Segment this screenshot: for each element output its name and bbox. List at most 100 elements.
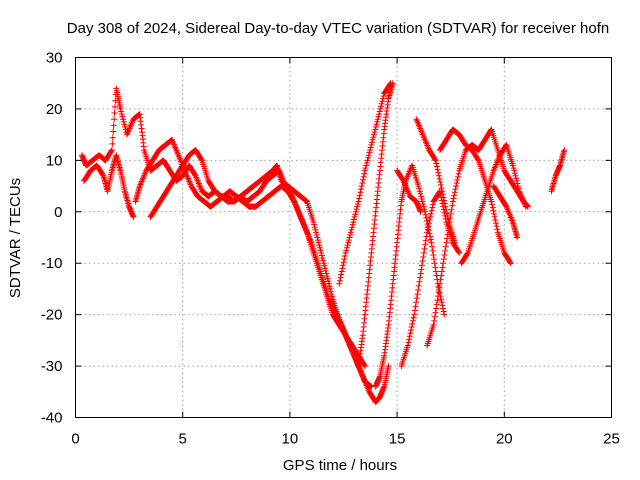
data-point: [439, 264, 446, 271]
data-point: [367, 382, 374, 389]
data-point: [522, 203, 529, 210]
data-point: [436, 280, 443, 287]
x-tick-label: 25: [603, 431, 620, 448]
data-point: [414, 291, 421, 298]
data-point: [432, 309, 439, 316]
data-point: [426, 217, 433, 224]
data-point: [438, 185, 445, 192]
data-point: [353, 206, 360, 213]
data-point: [442, 203, 449, 210]
data-marks: [78, 80, 568, 406]
x-tick-label: 5: [179, 431, 187, 448]
data-point: [433, 163, 440, 170]
data-point: [361, 362, 368, 369]
data-point: [118, 111, 125, 118]
data-point: [507, 260, 514, 267]
data-point: [320, 260, 327, 267]
data-point: [314, 237, 321, 244]
data-point: [422, 237, 429, 244]
data-point: [408, 323, 415, 330]
data-point: [412, 303, 419, 310]
series-sat-track-14: [490, 183, 521, 241]
data-point: [491, 210, 498, 217]
data-point: [489, 204, 496, 211]
data-point: [428, 239, 435, 246]
data-point: [347, 229, 354, 236]
data-point: [404, 342, 411, 349]
data-point: [454, 176, 461, 183]
data-point: [325, 280, 332, 287]
data-point: [424, 226, 431, 233]
data-point: [380, 93, 387, 100]
data-point: [428, 207, 435, 214]
data-point: [442, 247, 449, 254]
x-axis-label: GPS time / hours: [283, 457, 397, 474]
data-point: [111, 103, 118, 110]
data-point: [416, 278, 423, 285]
data-point: [346, 234, 353, 241]
data-point: [345, 239, 352, 246]
data-point: [363, 162, 370, 169]
data-point: [443, 209, 450, 216]
data-point: [377, 105, 384, 112]
data-point: [408, 327, 415, 334]
y-tick-label: 10: [46, 152, 63, 169]
data-point: [310, 219, 317, 226]
data-point: [406, 333, 413, 340]
data-point: [319, 255, 326, 262]
data-point: [340, 262, 347, 269]
data-point: [418, 195, 425, 202]
data-point: [323, 270, 330, 277]
data-point: [441, 251, 448, 258]
data-point: [110, 128, 117, 135]
data-point: [422, 241, 429, 248]
data-point: [507, 259, 514, 266]
data-point: [341, 256, 348, 263]
data-point: [136, 111, 143, 118]
data-point: [515, 185, 522, 192]
data-point: [561, 147, 568, 154]
data-point: [312, 226, 319, 233]
data-point: [420, 201, 427, 208]
data-point: [451, 239, 458, 246]
data-point: [452, 186, 459, 193]
data-point: [385, 363, 392, 370]
data-point: [315, 239, 322, 246]
data-point: [345, 237, 352, 244]
data-point: [455, 248, 462, 255]
data-point: [425, 223, 432, 230]
data-point: [349, 224, 356, 231]
data-point: [418, 193, 425, 200]
data-point: [352, 208, 359, 215]
data-point: [489, 201, 496, 208]
data-point: [365, 154, 372, 161]
data-point: [427, 236, 434, 243]
data-point: [451, 192, 458, 199]
data-point: [349, 221, 356, 228]
series-sat-track-6: [355, 80, 396, 370]
data-point: [514, 180, 521, 187]
data-point: [198, 156, 205, 163]
data-point: [117, 105, 124, 112]
data-point: [439, 188, 446, 195]
data-point: [405, 339, 412, 346]
data-point: [361, 363, 368, 370]
data-point: [130, 213, 137, 220]
data-point: [120, 116, 127, 123]
data-point: [372, 123, 379, 130]
data-point: [344, 242, 351, 249]
data-point: [421, 245, 428, 252]
data-point: [358, 183, 365, 190]
series-sat-track-12: [436, 126, 514, 267]
data-point: [365, 152, 372, 159]
data-point: [512, 172, 519, 179]
data-point: [323, 273, 330, 280]
data-point: [434, 166, 441, 173]
data-point: [371, 129, 378, 136]
data-point: [438, 296, 445, 303]
data-point: [373, 121, 380, 128]
data-point: [356, 192, 363, 199]
data-point: [318, 252, 325, 259]
data-point: [436, 284, 443, 291]
